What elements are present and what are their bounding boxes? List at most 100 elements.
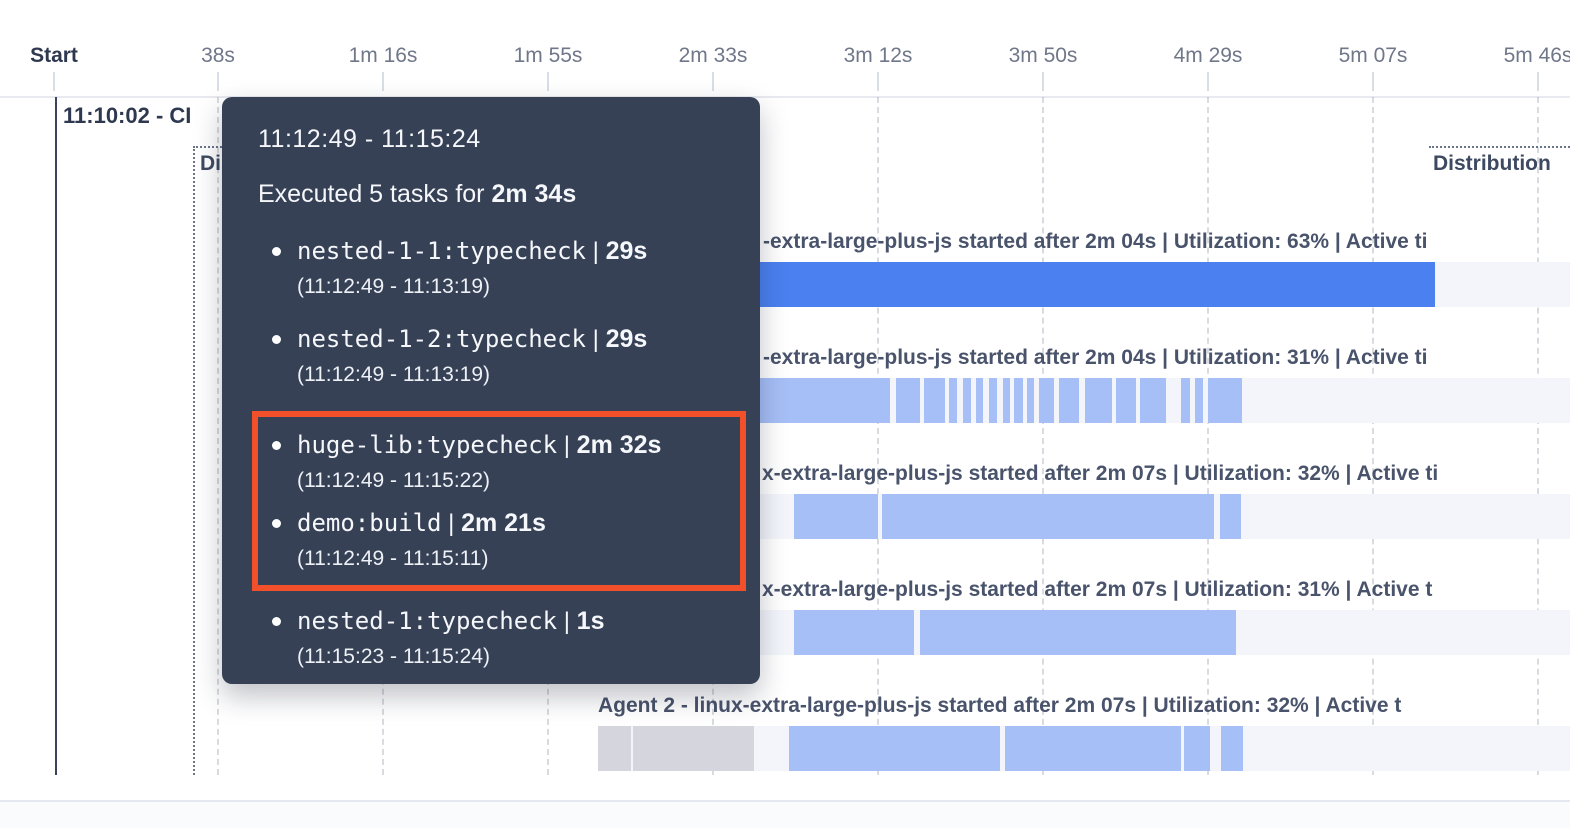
tick-label-5m-07s: 5m 07s [1338, 44, 1408, 67]
agent-bar-segment[interactable] [949, 378, 957, 423]
pipeline-region-border [55, 97, 57, 775]
bottom-divider [0, 800, 1570, 802]
tooltip: 11:12:49 - 11:15:24 Executed 5 tasks for… [222, 97, 760, 684]
task-time-range: (11:12:49 - 11:13:19) [297, 363, 491, 386]
agent-bar-segment[interactable] [963, 378, 971, 423]
agent-bar-segment[interactable] [1027, 378, 1034, 423]
task-name-line: nested-1:typecheck | 1s [297, 605, 732, 638]
agent-bar-segment[interactable] [1195, 378, 1203, 423]
agent-bar-segment[interactable] [1116, 378, 1136, 423]
agent-bar-segment[interactable] [598, 726, 631, 771]
agent-bar-segment[interactable] [1208, 378, 1242, 423]
agent-bar-segment[interactable] [976, 378, 983, 423]
highlighted-tasks-box: huge-lib:typecheck | 2m 32s (11:12:49 - 1… [252, 411, 746, 591]
task-name-line: nested-1-1:typecheck | 29s [297, 235, 732, 268]
agent-row-label: -extra-large-plus-js started after 2m 04… [763, 346, 1428, 369]
tick-label-2m-33s: 2m 33s [678, 44, 748, 67]
axis-separator-line [0, 96, 1570, 98]
task-separator: | [585, 326, 606, 353]
tick-label-38s: 38s [201, 44, 235, 67]
tick-label-1m-55s: 1m 55s [513, 44, 583, 67]
task-name: nested-1-2:typecheck [297, 325, 586, 353]
agent-bar-segment[interactable] [1014, 378, 1023, 423]
tooltip-summary: Executed 5 tasks for 2m 34s [258, 180, 732, 209]
tick-label-5m-46s: 5m 46s [1503, 44, 1570, 67]
agent-row-label: Agent 2 - linux-extra-large-plus-js star… [598, 694, 1402, 717]
task-time-range: (11:15:23 - 11:15:24) [297, 645, 491, 668]
agent-row-label: x-extra-large-plus-js started after 2m 0… [762, 462, 1439, 485]
agent-row-label: x-extra-large-plus-js started after 2m 0… [762, 578, 1433, 601]
gridline [1042, 97, 1044, 775]
agent-bar-segment[interactable] [1005, 726, 1181, 771]
gridline [1537, 97, 1539, 775]
task-duration: 1s [576, 607, 605, 635]
task-item: demo:build | 2m 21s (11:12:49 - 11:15:11) [258, 507, 732, 573]
agent-bar-segment[interactable] [1085, 378, 1112, 423]
agent-bar-segment[interactable] [789, 726, 1000, 771]
tick-mark [547, 72, 549, 91]
agent-bar-segment[interactable] [1059, 378, 1079, 423]
distribution-span-left-border [193, 146, 195, 775]
gridline [1372, 97, 1374, 775]
task-duration: 2m 21s [461, 509, 546, 537]
task-name-line: demo:build | 2m 21s [297, 507, 732, 540]
tooltip-task-list: nested-1-1:typecheck | 29s (11:12:49 - 11… [252, 235, 746, 671]
agent-bar-segment[interactable] [1220, 494, 1241, 539]
tooltip-time-range: 11:12:49 - 11:15:24 [258, 125, 481, 153]
gridline [877, 97, 879, 775]
task-duration: 2m 32s [576, 431, 662, 459]
agent-bar-segment[interactable] [989, 378, 997, 423]
agent-bar-segment[interactable] [920, 610, 1236, 655]
task-item: nested-1:typecheck | 1s (11:15:23 - 11:15… [258, 605, 732, 671]
tick-mark [53, 72, 55, 91]
tick-mark [1207, 72, 1209, 91]
tick-label-3m-50s: 3m 50s [1008, 44, 1078, 67]
task-time-range: (11:12:49 - 11:13:19) [297, 275, 491, 298]
bottom-area [0, 802, 1570, 828]
gridline [217, 97, 219, 775]
task-name: demo:build [297, 509, 442, 537]
tick-mark [1042, 72, 1044, 91]
tooltip-summary-prefix: Executed 5 tasks for [258, 180, 492, 208]
agent-bar-segment[interactable] [882, 494, 1214, 539]
task-time-range: (11:12:49 - 11:15:22) [297, 469, 491, 492]
tick-label-3m-12s: 3m 12s [843, 44, 913, 67]
task-separator: | [585, 238, 606, 265]
gridline [1207, 97, 1209, 775]
task-name: nested-1-1:typecheck [297, 237, 586, 265]
task-item: nested-1-2:typecheck | 29s (11:12:49 - 11… [258, 323, 732, 389]
tick-mark [217, 72, 219, 91]
tooltip-summary-duration: 2m 34s [491, 180, 577, 208]
task-name: huge-lib:typecheck [297, 431, 558, 459]
task-duration: 29s [605, 325, 648, 353]
tick-label-start: Start [30, 44, 78, 67]
pipeline-region-label: 11:10:02 - CI [63, 103, 192, 128]
agent-bar-segment[interactable] [1181, 378, 1190, 423]
agent-bar-segment[interactable] [794, 610, 914, 655]
task-name: nested-1:typecheck [297, 607, 558, 635]
agent-bar-segment[interactable] [1140, 378, 1166, 423]
agent-bar-segment[interactable] [1003, 378, 1010, 423]
task-name-line: huge-lib:typecheck | 2m 32s [297, 429, 732, 462]
agent-bar-segment[interactable] [794, 494, 878, 539]
task-separator: | [557, 432, 577, 459]
tick-label-4m-29s: 4m 29s [1173, 44, 1243, 67]
tick-mark [1372, 72, 1374, 91]
task-duration: 29s [605, 237, 648, 265]
agent-bar-segment[interactable] [1039, 378, 1054, 423]
agent-bar-segment[interactable] [633, 726, 754, 771]
tick-label-1m-16s: 1m 16s [348, 44, 418, 67]
agent-bar-segment[interactable] [1221, 726, 1243, 771]
task-separator: | [557, 608, 577, 635]
agent-bar-segment[interactable] [924, 378, 945, 423]
task-item: huge-lib:typecheck | 2m 32s (11:12:49 - 1… [258, 429, 732, 495]
tick-mark [1537, 72, 1539, 91]
distribution-span-top-border [1429, 146, 1570, 148]
agent-bar-segment[interactable] [896, 378, 920, 423]
tick-mark [877, 72, 879, 91]
task-time-range: (11:12:49 - 11:15:11) [297, 547, 489, 570]
distribution-label: Distribution [1433, 152, 1551, 175]
task-separator: | [441, 510, 462, 537]
task-item: nested-1-1:typecheck | 29s (11:12:49 - 11… [258, 235, 732, 301]
agent-bar-segment[interactable] [1184, 726, 1210, 771]
